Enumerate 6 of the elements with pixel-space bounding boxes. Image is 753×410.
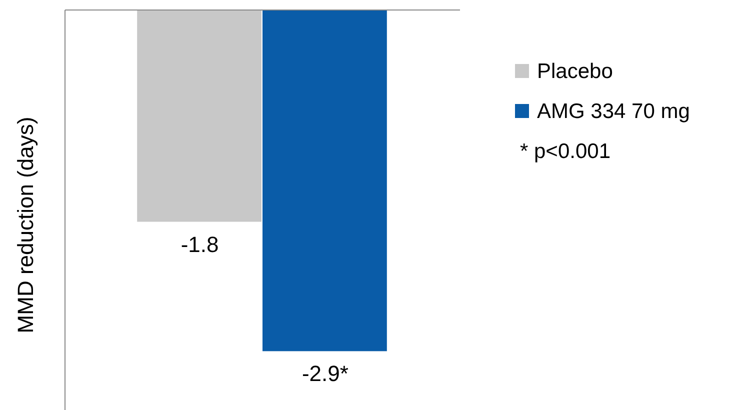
data-label: -1.8 — [180, 232, 219, 257]
data-label: -2.9* — [302, 361, 349, 386]
legend-label: AMG 334 70 mg — [537, 100, 690, 123]
legend-label: Placebo — [537, 60, 613, 83]
y-axis-title: MMD reduction (days) — [13, 116, 38, 334]
text: * p<0.001 — [520, 140, 611, 163]
